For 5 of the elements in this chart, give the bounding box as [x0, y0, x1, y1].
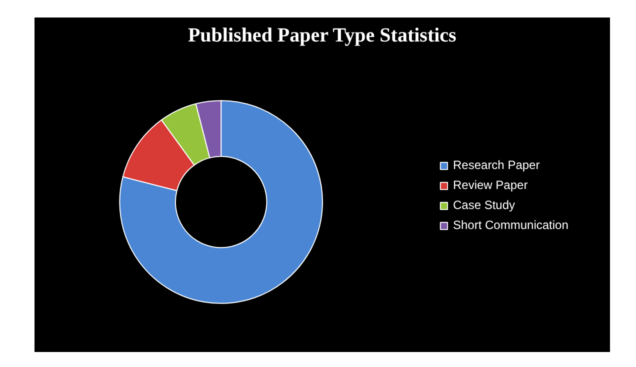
legend-label: Research Paper	[453, 158, 540, 172]
legend-label: Review Paper	[453, 178, 528, 192]
chart-title: Published Paper Type Statistics	[188, 24, 457, 46]
legend-label: Case Study	[453, 198, 516, 212]
legend-label: Short Communication	[453, 218, 568, 232]
